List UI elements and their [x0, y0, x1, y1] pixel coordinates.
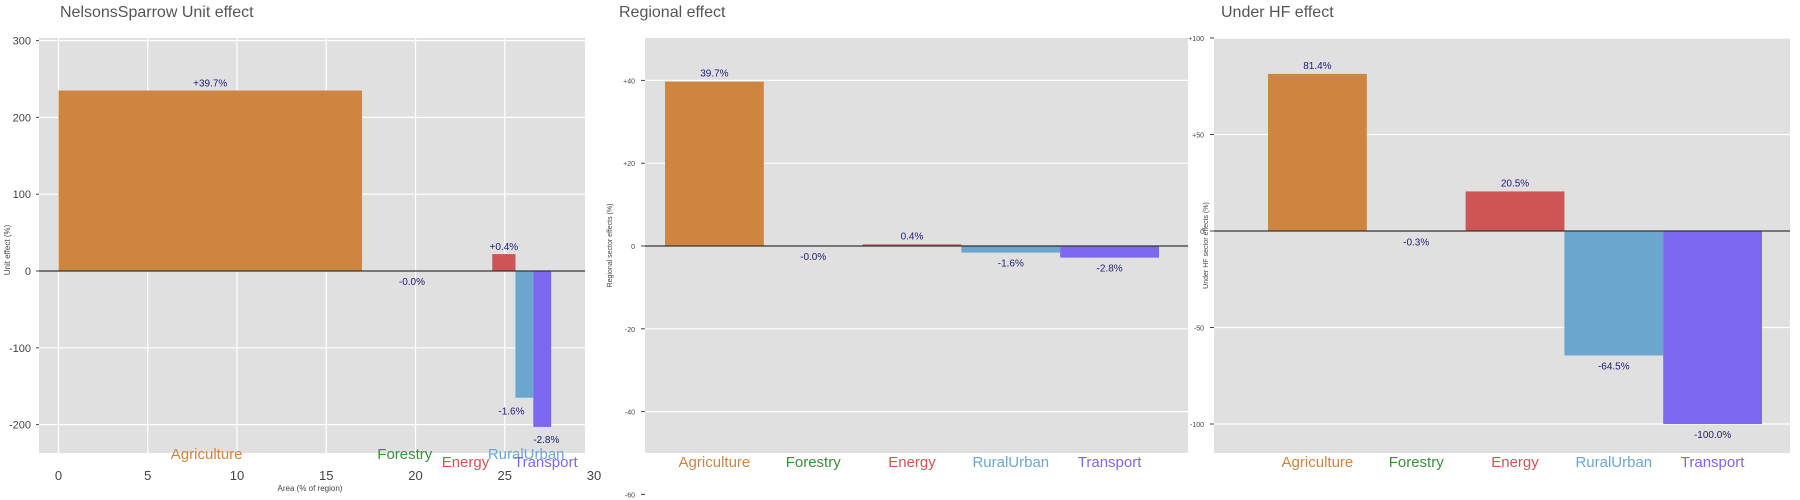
chart2-ytick-label: +20: [623, 161, 635, 168]
chart2-value-label-forestry: -0.0%: [800, 252, 826, 263]
chart1-ytick-label: -100: [9, 343, 31, 355]
chart1-bar-transport: [533, 271, 552, 427]
chart3-ytick-label: -50: [1194, 326, 1204, 333]
chart1-category-label-agriculture: Agriculture: [171, 446, 243, 463]
chart1-ylabel: Unit effect (%): [3, 224, 12, 275]
chart1-xtick-label: 0: [55, 468, 62, 483]
chart1-ytick-label: 200: [13, 112, 31, 124]
chart2-ytick-label: +40: [623, 78, 635, 85]
chart1-value-label-energy: +0.4%: [490, 242, 519, 253]
chart2-ytick-label: -20: [625, 327, 635, 334]
chart3-bar-agriculture: [1268, 73, 1367, 231]
chart3-category-label-energy: Energy: [1491, 454, 1539, 471]
chart2-category-label-transport: Transport: [1078, 454, 1142, 471]
chart1-value-label-transport: -2.8%: [533, 435, 559, 446]
chart2-value-label-transport: -2.8%: [1097, 264, 1123, 275]
chart3-value-label-ruralurban: -64.5%: [1598, 361, 1630, 372]
chart3-ytick-label: +50: [1192, 133, 1204, 140]
chart3-bar-ruralurban: [1564, 231, 1664, 356]
chart2-category-label-forestry: Forestry: [786, 454, 842, 471]
chart2-ylabel: Regional sector effects (%): [607, 204, 614, 288]
chart2-ytick-label: -60: [625, 492, 635, 499]
chart3-value-label-agriculture: 81.4%: [1303, 61, 1331, 72]
chart2-bar-energy: [862, 244, 962, 246]
chart2-value-label-ruralurban: -1.6%: [998, 259, 1024, 270]
chart3-bar-energy: [1465, 191, 1565, 231]
chart1-value-label-forestry: -0.0%: [399, 277, 425, 288]
chart3-category-label-transport: Transport: [1681, 454, 1745, 471]
chart1-xtick-label: 25: [498, 468, 512, 483]
chart3-ytick-label: 0: [1200, 229, 1204, 236]
chart1-xtick-label: 10: [230, 468, 244, 483]
chart3-value-label-transport: -100.0%: [1694, 430, 1731, 441]
chart1-xlabel: Area (% of region): [278, 484, 343, 493]
chart1-xtick-label: 5: [144, 468, 151, 483]
chart1-xtick-label: 30: [587, 468, 601, 483]
chart2-ytick-label: 0: [631, 244, 635, 251]
chart1-ytick-label: 300: [13, 36, 31, 48]
chart1-category-label-energy: Energy: [442, 454, 490, 471]
chart1-value-label-ruralurban: -1.6%: [498, 407, 524, 418]
chart2-category-label-ruralurban: RuralUrban: [972, 454, 1049, 471]
chart3-category-label-agriculture: Agriculture: [1282, 454, 1354, 471]
chart1-ytick-label: 100: [13, 189, 31, 201]
chart3-ytick-label: -100: [1190, 422, 1204, 429]
chart3-value-label-energy: 20.5%: [1501, 178, 1529, 189]
chart1-bar-agriculture: [58, 90, 362, 272]
chart2-ytick-label: -40: [625, 410, 635, 417]
chart3-category-label-ruralurban: RuralUrban: [1575, 454, 1652, 471]
chart1-title: NelsonsSparrow Unit effect: [60, 4, 254, 21]
chart2-value-label-agriculture: 39.7%: [700, 69, 728, 80]
chart2-bar-ruralurban: [961, 246, 1061, 253]
chart2-category-label-agriculture: Agriculture: [679, 454, 751, 471]
chart3-title: Under HF effect: [1221, 4, 1334, 21]
chart1-value-label-agriculture: +39.7%: [193, 79, 227, 90]
chart3-ytick-label: +100: [1188, 36, 1204, 43]
chart2-value-label-energy: 0.4%: [901, 231, 924, 242]
chart1-ytick-label: 0: [25, 266, 31, 278]
chart1-category-label-forestry: Forestry: [377, 446, 433, 463]
chart3-value-label-forestry: -0.3%: [1403, 238, 1429, 249]
chart1-category-label-transport: Transport: [514, 454, 578, 471]
chart3-bar-transport: [1663, 231, 1762, 424]
chart3-category-label-forestry: Forestry: [1389, 454, 1445, 471]
chart2-bar-agriculture: [665, 81, 764, 246]
chart2-category-label-energy: Energy: [888, 454, 936, 471]
chart1-category-label-ruralurban: RuralUrban: [488, 446, 565, 463]
chart2-bar-transport: [1060, 246, 1159, 258]
chart3-ylabel: Under HF sector effects (%): [1203, 202, 1210, 289]
chart1-ytick-label: -200: [9, 420, 31, 432]
chart1-bar-ruralurban: [515, 271, 534, 398]
chart1-xtick-label: 20: [408, 468, 422, 483]
chart1-xtick-label: 15: [319, 468, 333, 483]
chart2-title: Regional effect: [619, 4, 726, 21]
chart1-bar-energy: [492, 254, 516, 271]
